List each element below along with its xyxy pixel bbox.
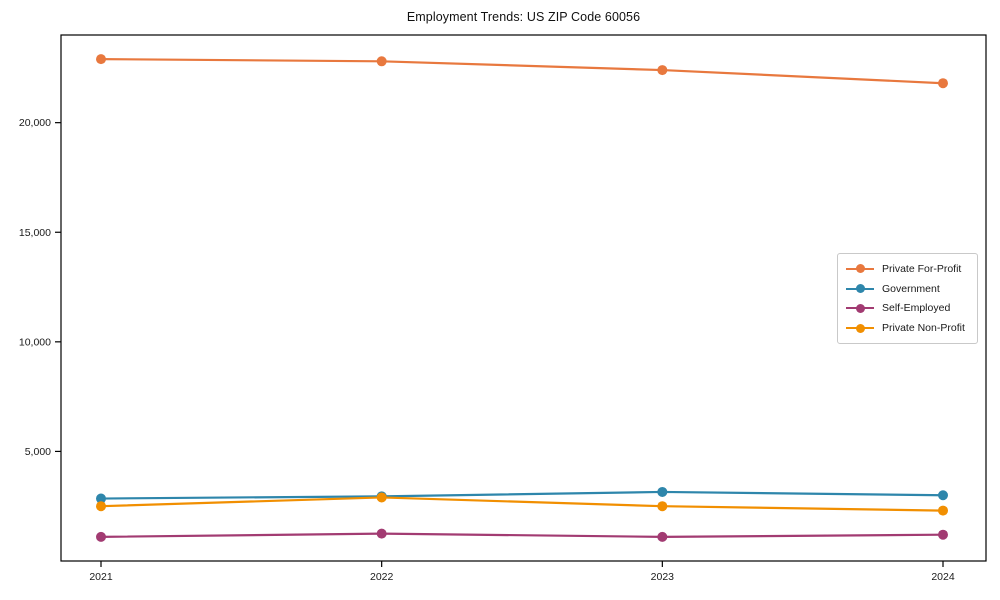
legend-item-private-non-profit: Private Non-Profit bbox=[846, 319, 969, 337]
series-line-self-employed bbox=[100, 532, 944, 538]
legend-item-government: Government bbox=[846, 280, 969, 298]
y-axis-tick-label: 5,000 bbox=[25, 446, 51, 458]
series-line-government bbox=[100, 490, 944, 500]
y-axis-tick-label: 15,000 bbox=[19, 227, 51, 239]
legend-item-self-employed: Self-Employed bbox=[846, 299, 969, 317]
plot-border bbox=[60, 34, 987, 562]
series-point-government bbox=[96, 493, 106, 504]
series-point-private-for-profit bbox=[938, 78, 948, 89]
legend-label-private-non-profit: Private Non-Profit bbox=[882, 322, 965, 335]
series-point-private-for-profit bbox=[96, 54, 106, 65]
legend-label-self-employed: Self-Employed bbox=[882, 302, 951, 315]
legend-box: Private For-Profit Government Self-Emplo… bbox=[837, 253, 978, 344]
series-line-private-non-profit bbox=[100, 496, 944, 512]
series-point-private-non-profit bbox=[938, 505, 948, 516]
series-point-self-employed bbox=[938, 529, 948, 540]
x-axis-tick-label: 2024 bbox=[931, 571, 955, 583]
x-axis-tick-label: 2021 bbox=[89, 571, 113, 583]
x-axis-tick-label: 2023 bbox=[651, 571, 675, 583]
series-point-self-employed bbox=[96, 531, 106, 542]
chart-title: Employment Trends: US ZIP Code 60056 bbox=[406, 10, 641, 24]
legend-label-private-for-profit: Private For-Profit bbox=[882, 262, 962, 275]
series-point-private-for-profit bbox=[376, 56, 387, 67]
series-point-self-employed bbox=[657, 531, 668, 542]
series-point-government bbox=[938, 490, 948, 501]
x-axis-tick-label: 2022 bbox=[370, 571, 394, 583]
y-axis-tick-label: 20,000 bbox=[19, 117, 51, 129]
series-point-private-non-profit bbox=[657, 501, 668, 512]
legend-marker-private-for-profit-icon bbox=[846, 264, 874, 274]
series-point-private-non-profit bbox=[96, 501, 106, 512]
legend-marker-private-non-profit-icon bbox=[846, 323, 874, 333]
series-line-private-for-profit bbox=[100, 58, 944, 85]
legend-marker-self-employed-icon bbox=[846, 303, 874, 313]
legend-label-government: Government bbox=[882, 282, 940, 295]
series-point-private-for-profit bbox=[657, 65, 668, 76]
y-axis-tick-label: 10,000 bbox=[19, 336, 51, 348]
series-point-government bbox=[657, 486, 668, 497]
legend-item-private-for-profit: Private For-Profit bbox=[846, 260, 969, 278]
legend-marker-government-icon bbox=[846, 284, 874, 294]
series-point-self-employed bbox=[376, 528, 387, 539]
series-point-private-non-profit bbox=[376, 492, 387, 503]
